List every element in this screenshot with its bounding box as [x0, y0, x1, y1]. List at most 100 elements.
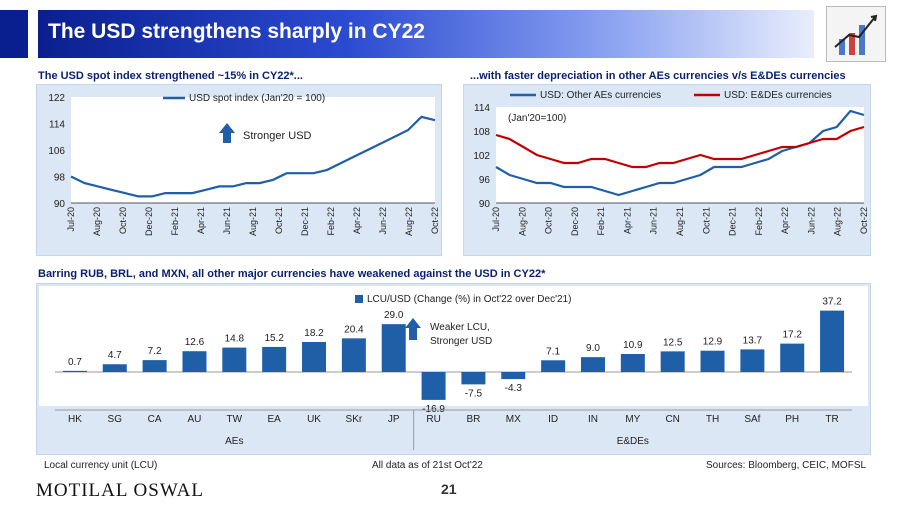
category-label: SKr	[346, 414, 363, 425]
bar-value-label: 7.1	[546, 346, 560, 357]
bar-value-label: 7.2	[148, 346, 162, 357]
category-label: MY	[625, 414, 640, 425]
x-tick-label: Dec-21	[728, 207, 738, 236]
usd-aes-edes-chart: 90 96 102 108 114 Jul-20 Aug-20 Oct-20 Dec-20 Feb…	[473, 90, 869, 236]
x-tick-label: Aug-20	[517, 207, 527, 236]
category-label: IN	[588, 414, 598, 425]
plot-area	[39, 286, 868, 406]
logo-chart-icon	[826, 6, 886, 62]
x-tick-label: Aug-21	[248, 207, 258, 236]
y-tick-label: 106	[48, 146, 65, 157]
legend-label-edes: USD: E&DEs currencies	[724, 90, 832, 101]
bar-SG	[102, 364, 127, 372]
x-tick-label: Oct-22	[430, 207, 440, 234]
bottom-chart-panel: LCU/USD (Change (%) in Oct'22 over Dec'2…	[36, 283, 871, 455]
annotation-line-1: Weaker LCU,	[430, 322, 490, 333]
footer-left-note: Local currency unit (LCU)	[44, 460, 158, 471]
x-tick-label: Oct-21	[274, 207, 284, 234]
bar-value-label: 12.9	[703, 337, 723, 348]
x-tick-label: Dec-20	[570, 207, 580, 236]
x-tick-label: Dec-20	[144, 207, 154, 236]
bar-value-label: 29.0	[384, 310, 404, 321]
legend-swatch	[355, 295, 363, 303]
series-line-1	[70, 115, 436, 198]
bar-MX	[501, 372, 526, 380]
group-label-aes: AEs	[225, 436, 243, 447]
title-banner	[38, 10, 814, 58]
bar-value-label: 13.7	[743, 335, 763, 346]
legend-label: LCU/USD (Change (%) in Oct'22 over Dec'2…	[367, 294, 571, 305]
category-label: PH	[785, 414, 799, 425]
y-tick-label: 96	[479, 175, 491, 186]
bar-value-label: 37.2	[822, 297, 842, 308]
category-label: BR	[466, 414, 480, 425]
y-tick-label: 102	[473, 151, 490, 162]
y-tick-label: 90	[479, 199, 491, 210]
bar-EA	[262, 346, 287, 372]
x-tick-label: Feb-21	[596, 207, 606, 236]
page-number: 21	[441, 481, 457, 497]
category-label: RU	[426, 414, 440, 425]
bar-value-label: 4.7	[108, 350, 122, 361]
y-tick-label: 114	[474, 103, 490, 114]
brand-logo-text: MOTILAL OSWAL	[36, 480, 204, 501]
footer-center-note: All data as of 21st Oct'22	[372, 460, 483, 471]
series-line-2	[495, 125, 865, 169]
category-label: TH	[706, 414, 719, 425]
y-tick-label: 114	[49, 120, 65, 131]
x-tick-label: Jul-20	[491, 207, 501, 232]
category-label: AU	[188, 414, 202, 425]
bar-AU	[182, 351, 207, 372]
x-tick-label: Apr-22	[352, 207, 362, 234]
bar-value-label: 20.4	[344, 324, 364, 335]
y-tick-label: 108	[473, 127, 490, 138]
x-tick-label: Apr-21	[196, 207, 206, 234]
bar-RU	[421, 372, 446, 400]
x-tick-label: Aug-22	[833, 207, 843, 236]
bar-value-label: 12.5	[663, 337, 683, 348]
index-base-note: (Jan'20=100)	[508, 113, 566, 124]
x-tick-label: Apr-21	[622, 207, 632, 234]
bar-IN	[580, 357, 605, 372]
right-chart-subtitle: ...with faster depreciation in other AEs…	[470, 70, 846, 82]
x-tick-label: Oct-20	[544, 207, 554, 234]
category-label: MX	[506, 414, 521, 425]
bar-value-label: -4.3	[505, 383, 523, 394]
x-tick-label: Jul-20	[66, 207, 76, 232]
bar-PH	[780, 343, 805, 372]
x-tick-label: Aug-21	[675, 207, 685, 236]
y-tick-label: 98	[54, 173, 66, 184]
x-tick-label: Dec-21	[300, 207, 310, 236]
plot-area	[496, 107, 864, 203]
y-tick-label: 90	[54, 199, 66, 210]
category-label: SAf	[744, 414, 760, 425]
bar-UK	[302, 341, 327, 372]
bar-SKr	[341, 338, 366, 372]
x-tick-label: Aug-20	[92, 207, 102, 236]
x-tick-label: Oct-22	[859, 207, 869, 234]
bar-value-label: 18.2	[304, 328, 324, 339]
bar-CN	[660, 351, 685, 372]
lcu-usd-change-bar-chart: LCU/USD (Change (%) in Oct'22 over Dec'2…	[39, 286, 868, 450]
x-tick-label: Aug-22	[404, 207, 414, 236]
category-label: EA	[268, 414, 282, 425]
up-arrow-icon	[219, 123, 235, 143]
annotation-line-2: Stronger USD	[430, 336, 492, 347]
bar-ID	[541, 360, 566, 372]
x-tick-label: Feb-22	[326, 207, 336, 236]
header-left-bar	[0, 10, 28, 58]
left-chart-panel: 90 98 106 114 122 Jul-20 Aug-20 Oct-20 Dec-20 Feb…	[36, 84, 442, 256]
category-label: CA	[148, 414, 162, 425]
bar-HK	[62, 370, 87, 372]
category-label: SG	[108, 414, 123, 425]
header-band: The USD strengthens sharply in CY22	[0, 0, 900, 66]
plot-area	[71, 97, 435, 203]
usd-spot-index-chart: 90 98 106 114 122 Jul-20 Aug-20 Oct-20 Dec-20 Feb…	[48, 93, 440, 236]
x-tick-label: Jun-21	[222, 207, 232, 235]
bar-TR	[820, 310, 845, 372]
footer-sources: Sources: Bloomberg, CEIC, MOFSL	[706, 460, 867, 471]
bar-value-label: 17.2	[782, 330, 802, 341]
bar-TH	[700, 350, 725, 372]
x-tick-label: Apr-22	[780, 207, 790, 234]
bar-TW	[222, 347, 247, 372]
